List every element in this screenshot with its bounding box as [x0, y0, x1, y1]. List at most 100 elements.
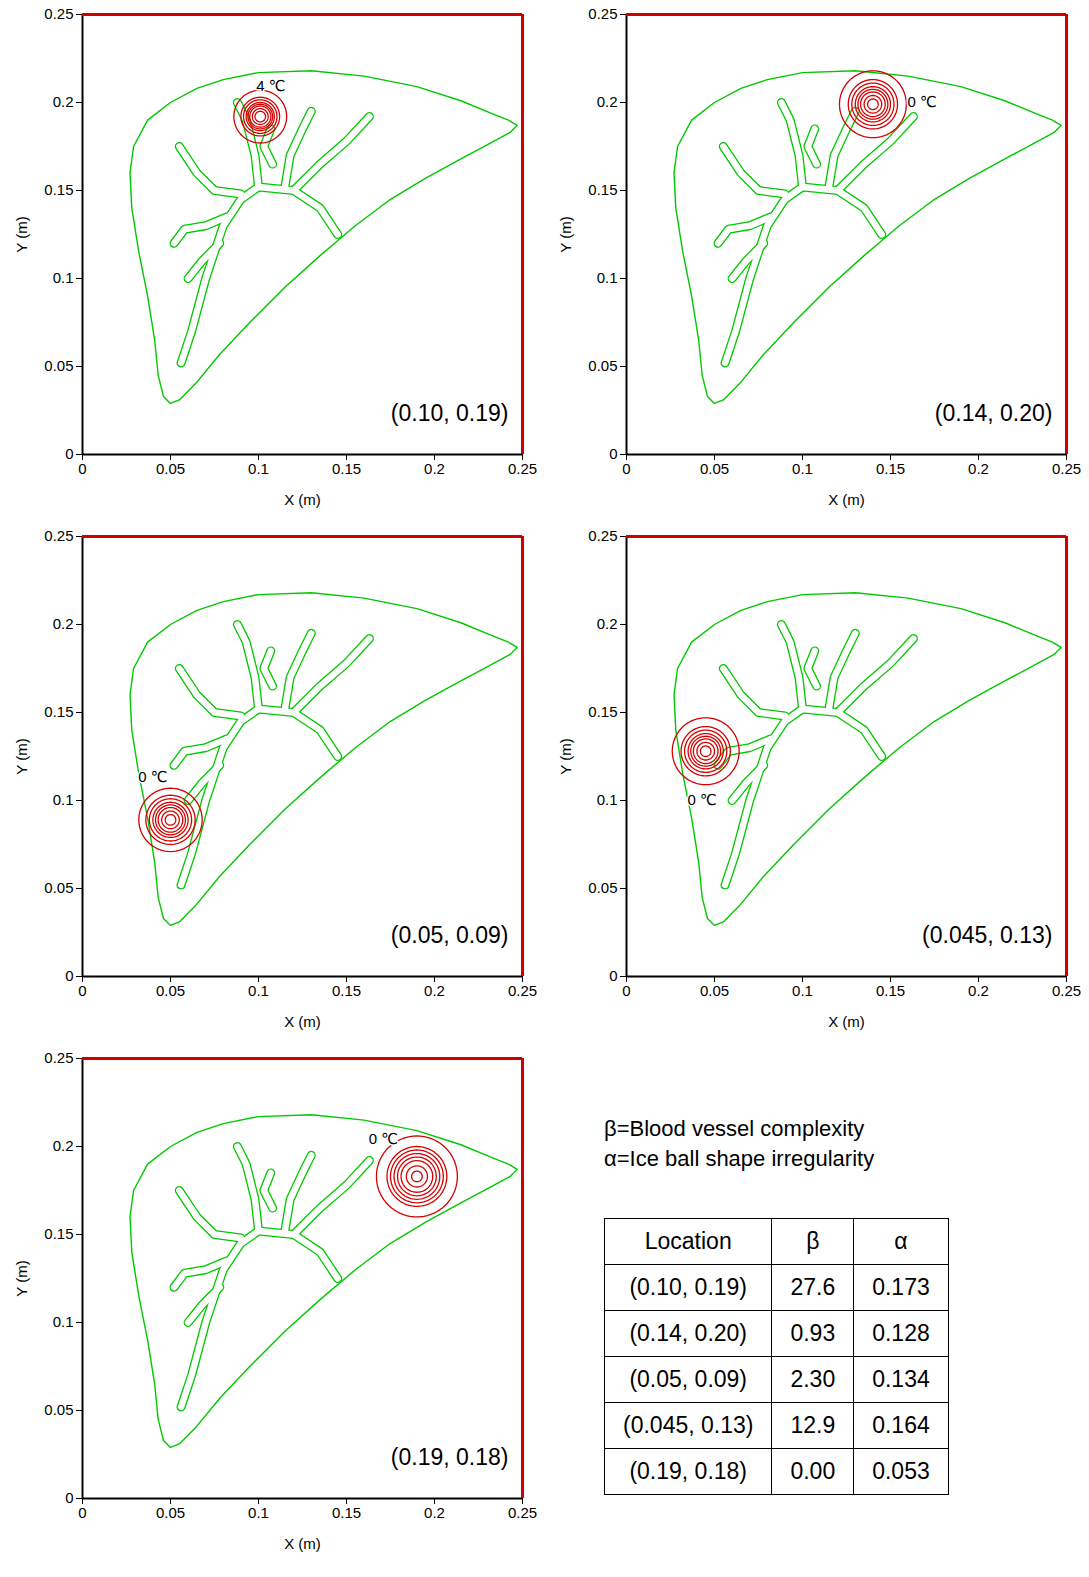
svg-text:0: 0 [609, 967, 617, 984]
svg-text:0: 0 [65, 445, 73, 462]
svg-text:0.25: 0.25 [588, 5, 617, 22]
svg-text:0.1: 0.1 [597, 791, 618, 808]
svg-text:0.15: 0.15 [44, 1225, 73, 1242]
svg-text:0.2: 0.2 [968, 460, 989, 477]
html-text:Location: Location [644, 1228, 732, 1254]
html-text:β=Blood vessel complexity: β=Blood vessel complexity [604, 1116, 865, 1141]
html-text:(0.045, 0.13): (0.045, 0.13) [623, 1412, 754, 1438]
html-text:β: β [806, 1228, 820, 1254]
svg-text:0.2: 0.2 [424, 982, 445, 999]
svg-text:0.05: 0.05 [700, 982, 729, 999]
svg-text:0.05: 0.05 [156, 460, 185, 477]
svg-text:0.25: 0.25 [44, 1049, 73, 1066]
svg-text:0.15: 0.15 [876, 982, 905, 999]
svg-text:Y (m): Y (m) [13, 738, 30, 774]
svg-text:0: 0 [65, 1489, 73, 1506]
svg-text:0.1: 0.1 [248, 460, 269, 477]
svg-text:0.25: 0.25 [508, 982, 537, 999]
html-text:0.134: 0.134 [872, 1366, 930, 1392]
html-text:α: α [894, 1228, 908, 1254]
html-text:0.173: 0.173 [872, 1274, 930, 1300]
svg-text:Y (m): Y (m) [557, 216, 574, 252]
html-text:0.164: 0.164 [872, 1412, 930, 1438]
svg-text:0.15: 0.15 [44, 703, 73, 720]
svg-text:(0.14, 0.20): (0.14, 0.20) [935, 400, 1053, 426]
html-text:2.30: 2.30 [790, 1366, 836, 1392]
svg-text:0.1: 0.1 [792, 982, 813, 999]
svg-text:0.15: 0.15 [332, 460, 361, 477]
svg-text:X (m): X (m) [284, 491, 321, 508]
html-text:α=Ice ball shape irregularity: α=Ice ball shape irregularity [604, 1146, 875, 1171]
svg-text:X (m): X (m) [828, 1013, 865, 1030]
svg-text:0.05: 0.05 [44, 1401, 73, 1418]
svg-text:0 ℃: 0 ℃ [688, 791, 717, 808]
svg-text:0.05: 0.05 [44, 357, 73, 374]
svg-text:0: 0 [622, 982, 630, 999]
svg-text:0.15: 0.15 [588, 703, 617, 720]
svg-text:0.1: 0.1 [597, 269, 618, 286]
svg-text:0.25: 0.25 [588, 527, 617, 544]
svg-text:0.25: 0.25 [1052, 460, 1081, 477]
svg-text:0.05: 0.05 [700, 460, 729, 477]
html-text:0.00: 0.00 [790, 1458, 836, 1484]
html-text:(0.10, 0.19): (0.10, 0.19) [629, 1274, 747, 1300]
html-text:0.93: 0.93 [790, 1320, 836, 1346]
html-text:27.6: 27.6 [790, 1274, 836, 1300]
svg-text:X (m): X (m) [284, 1013, 321, 1030]
svg-text:0.25: 0.25 [44, 527, 73, 544]
svg-text:4 ℃: 4 ℃ [256, 77, 285, 94]
svg-text:0 ℃: 0 ℃ [138, 768, 167, 785]
svg-text:0.1: 0.1 [792, 460, 813, 477]
svg-text:0.2: 0.2 [53, 1137, 74, 1154]
svg-text:0.2: 0.2 [424, 1504, 445, 1521]
svg-text:(0.10, 0.19): (0.10, 0.19) [391, 400, 509, 426]
svg-text:0.1: 0.1 [53, 269, 74, 286]
html-text:12.9: 12.9 [790, 1412, 836, 1438]
svg-text:0.25: 0.25 [508, 460, 537, 477]
svg-text:0.05: 0.05 [588, 879, 617, 896]
svg-text:0.15: 0.15 [332, 982, 361, 999]
svg-text:0.25: 0.25 [1052, 982, 1081, 999]
svg-text:0: 0 [78, 1504, 86, 1521]
svg-text:(0.19, 0.18): (0.19, 0.18) [391, 1444, 509, 1470]
svg-text:0: 0 [622, 460, 630, 477]
svg-text:0.2: 0.2 [53, 93, 74, 110]
svg-text:0.2: 0.2 [597, 93, 618, 110]
svg-text:Y (m): Y (m) [13, 1260, 30, 1296]
html-text:(0.19, 0.18): (0.19, 0.18) [629, 1458, 747, 1484]
svg-text:0: 0 [65, 967, 73, 984]
svg-text:0.2: 0.2 [968, 982, 989, 999]
svg-text:0.15: 0.15 [332, 1504, 361, 1521]
html-text:0.053: 0.053 [872, 1458, 930, 1484]
svg-text:0.05: 0.05 [44, 879, 73, 896]
svg-text:0.1: 0.1 [248, 982, 269, 999]
svg-text:0.05: 0.05 [588, 357, 617, 374]
svg-text:0: 0 [78, 982, 86, 999]
svg-text:0.1: 0.1 [248, 1504, 269, 1521]
svg-text:0 ℃: 0 ℃ [908, 93, 937, 110]
svg-text:0.1: 0.1 [53, 791, 74, 808]
svg-text:X (m): X (m) [828, 491, 865, 508]
svg-text:0: 0 [609, 445, 617, 462]
svg-text:Y (m): Y (m) [557, 738, 574, 774]
svg-text:0.1: 0.1 [53, 1313, 74, 1330]
svg-text:0: 0 [78, 460, 86, 477]
svg-text:0.25: 0.25 [44, 5, 73, 22]
svg-text:X (m): X (m) [284, 1535, 321, 1552]
html-text:(0.14, 0.20): (0.14, 0.20) [629, 1320, 747, 1346]
svg-text:0.25: 0.25 [508, 1504, 537, 1521]
svg-text:0.15: 0.15 [44, 181, 73, 198]
svg-text:(0.05, 0.09): (0.05, 0.09) [391, 922, 509, 948]
svg-text:0.2: 0.2 [424, 460, 445, 477]
svg-text:0.05: 0.05 [156, 982, 185, 999]
svg-text:0.15: 0.15 [876, 460, 905, 477]
svg-text:0.15: 0.15 [588, 181, 617, 198]
html-text:(0.05, 0.09): (0.05, 0.09) [629, 1366, 747, 1392]
svg-text:0.2: 0.2 [53, 615, 74, 632]
svg-text:0.2: 0.2 [597, 615, 618, 632]
html-text:0.128: 0.128 [872, 1320, 930, 1346]
svg-text:Y (m): Y (m) [13, 216, 30, 252]
svg-text:0 ℃: 0 ℃ [369, 1130, 398, 1147]
svg-text:0.05: 0.05 [156, 1504, 185, 1521]
svg-text:(0.045, 0.13): (0.045, 0.13) [922, 922, 1052, 948]
